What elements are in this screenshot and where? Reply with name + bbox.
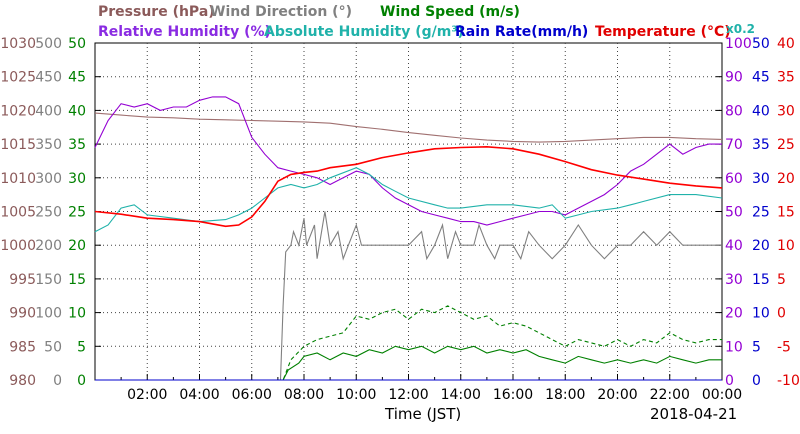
y-tick-label-pressure: 985	[9, 339, 36, 355]
y-tick-label-rain-rate: 35	[752, 137, 770, 153]
y-tick-label-relative-humidity: 50	[725, 205, 743, 221]
y-tick-label-temperature: 25	[777, 137, 795, 153]
y-tick-label-relative-humidity: 60	[725, 171, 743, 187]
y-tick-label-wind-direction: 450	[35, 70, 62, 86]
x-tick-label: 10:00	[336, 387, 376, 403]
y-tick-label-relative-humidity: 20	[725, 306, 743, 322]
y-tick-label-wind-direction: 250	[35, 205, 62, 221]
y-tick-label-temperature: 0	[777, 306, 786, 322]
y-tick-label-wind-direction: 200	[35, 238, 62, 254]
y-tick-label-wind-direction: 100	[35, 306, 62, 322]
y-tick-label-rain-rate: 5	[752, 339, 761, 355]
y-tick-label-temperature: 15	[777, 205, 795, 221]
y-tick-label-temperature: -5	[777, 339, 791, 355]
x-tick-label: 02:00	[127, 387, 167, 403]
y-tick-label-rain-rate: 45	[752, 70, 770, 86]
y-tick-label-wind-direction: 350	[35, 137, 62, 153]
plot-area: 02:00 04:00 06:00 08:00 10:00 12:00 14:00 16:00…	[0, 36, 800, 403]
y-tick-label-relative-humidity: 100	[725, 36, 752, 52]
x-tick-label: 18:00	[545, 387, 585, 403]
y-tick-label-relative-humidity: 30	[725, 272, 743, 288]
y-tick-label-rain-rate: 0	[752, 373, 761, 389]
y-tick-label-rain-rate: 50	[752, 36, 770, 52]
y-tick-label-wind-speed: 0	[77, 373, 86, 389]
y-tick-label-rain-rate: 15	[752, 272, 770, 288]
x-tick-label: 04:00	[179, 387, 219, 403]
y-tick-label-wind-speed: 5	[77, 339, 86, 355]
y-tick-label-wind-speed: 10	[68, 306, 86, 322]
series-line-pressure-hpa	[94, 112, 723, 143]
y-tick-label-wind-direction: 150	[35, 272, 62, 288]
x-tick-label: 20:00	[597, 387, 637, 403]
y-tick-label-wind-speed: 25	[68, 205, 86, 221]
y-tick-label-relative-humidity: 70	[725, 137, 743, 153]
x-axis-label: Time (JST)	[384, 405, 461, 423]
y-tick-label-pressure: 1005	[0, 205, 36, 221]
series-line-wind-direction	[95, 211, 722, 381]
title-pressure: Pressure (hPa)	[98, 4, 215, 20]
y-tick-label-rain-rate: 25	[752, 205, 770, 221]
x-tick-label: 16:00	[493, 387, 533, 403]
y-tick-label-relative-humidity: 0	[725, 373, 734, 389]
y-tick-label-temperature: 10	[777, 238, 795, 254]
title-rain-rate: Rain Rate(mm/h)	[455, 24, 588, 40]
y-tick-label-pressure: 980	[9, 373, 36, 389]
series-line-temperature-c	[94, 145, 723, 228]
y-tick-label-pressure: 990	[9, 306, 36, 322]
x-tick-label: 12:00	[388, 387, 428, 403]
y-tick-label-wind-speed: 15	[68, 272, 86, 288]
y-tick-label-temperature: 20	[777, 171, 795, 187]
y-tick-label-temperature: 30	[777, 103, 795, 119]
title-temperature: Temperature (°C)	[595, 24, 731, 40]
y-tick-label-pressure: 1000	[0, 238, 36, 254]
x-tick-label: 06:00	[232, 387, 272, 403]
y-tick-label-wind-direction: 500	[35, 36, 62, 52]
y-tick-label-wind-direction: 0	[53, 373, 62, 389]
y-tick-label-wind-speed: 30	[68, 171, 86, 187]
y-tick-label-rain-rate: 10	[752, 306, 770, 322]
y-tick-label-pressure: 1030	[0, 36, 36, 52]
title-ah-scale-note: x0.2	[726, 22, 755, 36]
title-wind-speed: Wind Speed (m/s)	[380, 4, 520, 20]
y-tick-label-wind-speed: 35	[68, 137, 86, 153]
title-relative-humidity: Relative Humidity (%)	[98, 24, 271, 40]
y-tick-label-pressure: 1025	[0, 70, 36, 86]
y-tick-label-temperature: 40	[777, 36, 795, 52]
y-tick-label-pressure: 1015	[0, 137, 36, 153]
x-tick-label: 22:00	[650, 387, 690, 403]
y-tick-label-rain-rate: 40	[752, 103, 770, 119]
y-tick-label-wind-direction: 300	[35, 171, 62, 187]
y-tick-label-pressure: 995	[9, 272, 36, 288]
y-tick-label-wind-speed: 45	[68, 70, 86, 86]
date-label: 2018-04-21	[650, 405, 737, 423]
y-tick-label-temperature: -10	[777, 373, 800, 389]
y-tick-label-wind-speed: 40	[68, 103, 86, 119]
y-tick-label-wind-speed: 50	[68, 36, 86, 52]
y-tick-label-relative-humidity: 40	[725, 238, 743, 254]
y-tick-label-temperature: 5	[777, 272, 786, 288]
x-tick-label: 00:00	[702, 387, 742, 403]
y-tick-label-rain-rate: 30	[752, 171, 770, 187]
title-absolute-humidity: Absolute Humidity (g/m³)	[264, 24, 464, 40]
series-line-relative-humidity	[94, 96, 722, 226]
series-line-wind-speed-gust-m-s	[95, 305, 722, 381]
y-tick-label-wind-speed: 20	[68, 238, 86, 254]
y-tick-label-relative-humidity: 90	[725, 70, 743, 86]
y-tick-label-pressure: 1020	[0, 103, 36, 119]
y-tick-label-relative-humidity: 10	[725, 339, 743, 355]
y-tick-label-wind-direction: 400	[35, 103, 62, 119]
y-tick-label-rain-rate: 20	[752, 238, 770, 254]
y-tick-label-relative-humidity: 80	[725, 103, 743, 119]
x-tick-label: 08:00	[284, 387, 324, 403]
y-tick-label-temperature: 35	[777, 70, 795, 86]
y-tick-label-wind-direction: 50	[44, 339, 62, 355]
y-tick-label-pressure: 1010	[0, 171, 36, 187]
series-line-wind-speed-m-s	[95, 345, 722, 381]
title-wind-direction: Wind Direction (°)	[210, 4, 352, 20]
x-tick-label: 14:00	[441, 387, 481, 403]
